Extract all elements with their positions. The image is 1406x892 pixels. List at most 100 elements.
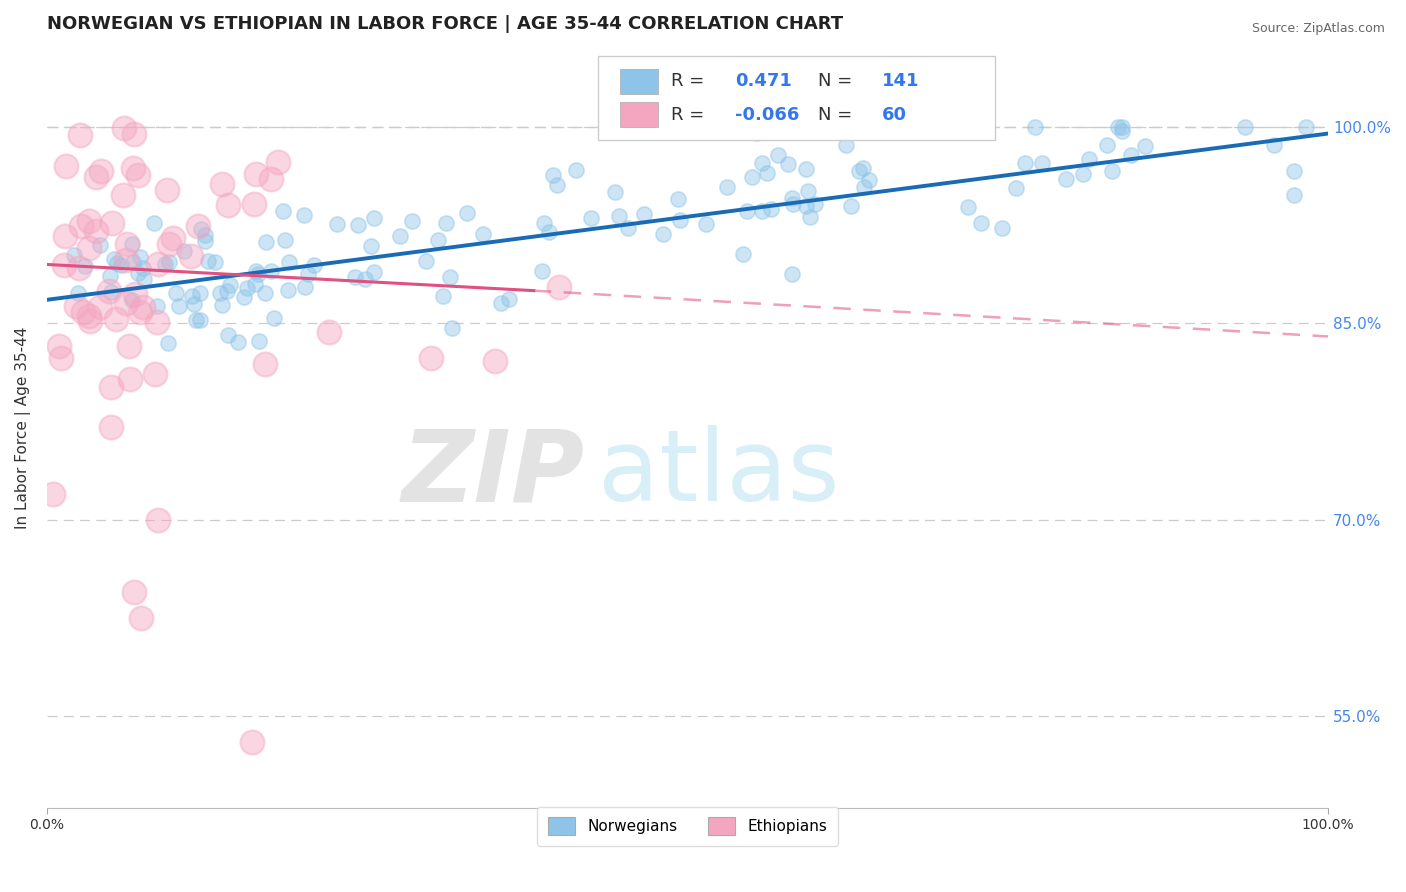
Point bbox=[157, 255, 180, 269]
Point bbox=[326, 217, 349, 231]
Point bbox=[491, 296, 513, 310]
Point bbox=[254, 235, 277, 250]
Point bbox=[651, 227, 673, 241]
Point bbox=[277, 254, 299, 268]
Point bbox=[609, 209, 631, 223]
Point bbox=[115, 252, 138, 267]
Point bbox=[297, 267, 319, 281]
Point bbox=[1284, 187, 1306, 202]
Point bbox=[55, 159, 77, 173]
Point bbox=[245, 277, 267, 291]
Point bbox=[115, 237, 138, 252]
Point bbox=[48, 339, 70, 353]
Point bbox=[439, 270, 461, 285]
Text: R =: R = bbox=[671, 106, 710, 124]
Point bbox=[217, 327, 239, 342]
Point bbox=[1111, 124, 1133, 138]
Point bbox=[69, 219, 91, 233]
Point bbox=[360, 239, 382, 253]
Point bbox=[633, 207, 655, 221]
Point bbox=[79, 309, 101, 323]
Point bbox=[804, 196, 827, 211]
Y-axis label: In Labor Force | Age 35-44: In Labor Force | Age 35-44 bbox=[15, 326, 31, 529]
Point bbox=[118, 339, 141, 353]
Point bbox=[1031, 155, 1053, 169]
Point bbox=[219, 277, 242, 292]
Point bbox=[90, 164, 112, 178]
Point bbox=[794, 162, 817, 177]
Point bbox=[162, 230, 184, 244]
Point bbox=[145, 314, 167, 328]
Point bbox=[188, 313, 211, 327]
Point bbox=[794, 199, 817, 213]
Point bbox=[245, 264, 267, 278]
Point bbox=[302, 258, 325, 272]
Point bbox=[858, 173, 880, 187]
Point bbox=[122, 161, 145, 175]
Point bbox=[1121, 148, 1143, 162]
Point bbox=[531, 264, 554, 278]
Point bbox=[401, 214, 423, 228]
Point bbox=[389, 228, 412, 243]
Point bbox=[132, 300, 155, 314]
Point bbox=[751, 204, 773, 219]
Point bbox=[165, 285, 187, 300]
Point bbox=[112, 121, 135, 136]
Point bbox=[259, 172, 281, 186]
Bar bbox=[620, 102, 658, 127]
Point bbox=[49, 351, 72, 366]
Point bbox=[1234, 120, 1257, 134]
Point bbox=[253, 357, 276, 371]
Point bbox=[484, 353, 506, 368]
Point bbox=[226, 334, 249, 349]
Point bbox=[100, 380, 122, 394]
Point bbox=[157, 236, 180, 251]
Point bbox=[146, 299, 169, 313]
Point bbox=[347, 218, 370, 232]
Point bbox=[538, 225, 561, 239]
Point bbox=[1054, 171, 1077, 186]
Point bbox=[420, 351, 443, 365]
Point bbox=[1024, 120, 1046, 134]
Point bbox=[75, 260, 97, 274]
Point bbox=[735, 203, 758, 218]
Point bbox=[669, 213, 692, 227]
Point bbox=[603, 186, 626, 200]
Point bbox=[1263, 138, 1285, 153]
Point bbox=[1111, 120, 1133, 134]
Point bbox=[541, 168, 564, 182]
Point bbox=[354, 271, 377, 285]
Point bbox=[148, 513, 170, 527]
Point bbox=[546, 178, 568, 193]
Point bbox=[194, 227, 217, 242]
Point bbox=[188, 286, 211, 301]
Point bbox=[741, 169, 763, 184]
Point bbox=[277, 284, 299, 298]
Point bbox=[834, 138, 856, 153]
Point bbox=[211, 178, 233, 192]
Point bbox=[194, 234, 217, 248]
Point bbox=[84, 169, 107, 184]
Point bbox=[169, 299, 191, 313]
Point bbox=[1095, 137, 1118, 152]
Point bbox=[266, 154, 288, 169]
Point bbox=[617, 221, 640, 235]
Point bbox=[274, 233, 297, 247]
Point bbox=[209, 285, 232, 300]
Point bbox=[782, 196, 804, 211]
Point bbox=[780, 267, 803, 281]
Point bbox=[1107, 120, 1129, 134]
Point bbox=[666, 192, 689, 206]
Point bbox=[122, 127, 145, 141]
Point bbox=[103, 252, 125, 266]
Point bbox=[965, 123, 987, 137]
Point bbox=[98, 285, 121, 299]
Text: N =: N = bbox=[818, 106, 858, 124]
Point bbox=[970, 216, 993, 230]
Point bbox=[183, 296, 205, 310]
Point bbox=[173, 244, 195, 258]
Text: N =: N = bbox=[818, 72, 858, 90]
Point bbox=[153, 257, 176, 271]
Point bbox=[100, 285, 122, 299]
Point bbox=[79, 241, 101, 255]
